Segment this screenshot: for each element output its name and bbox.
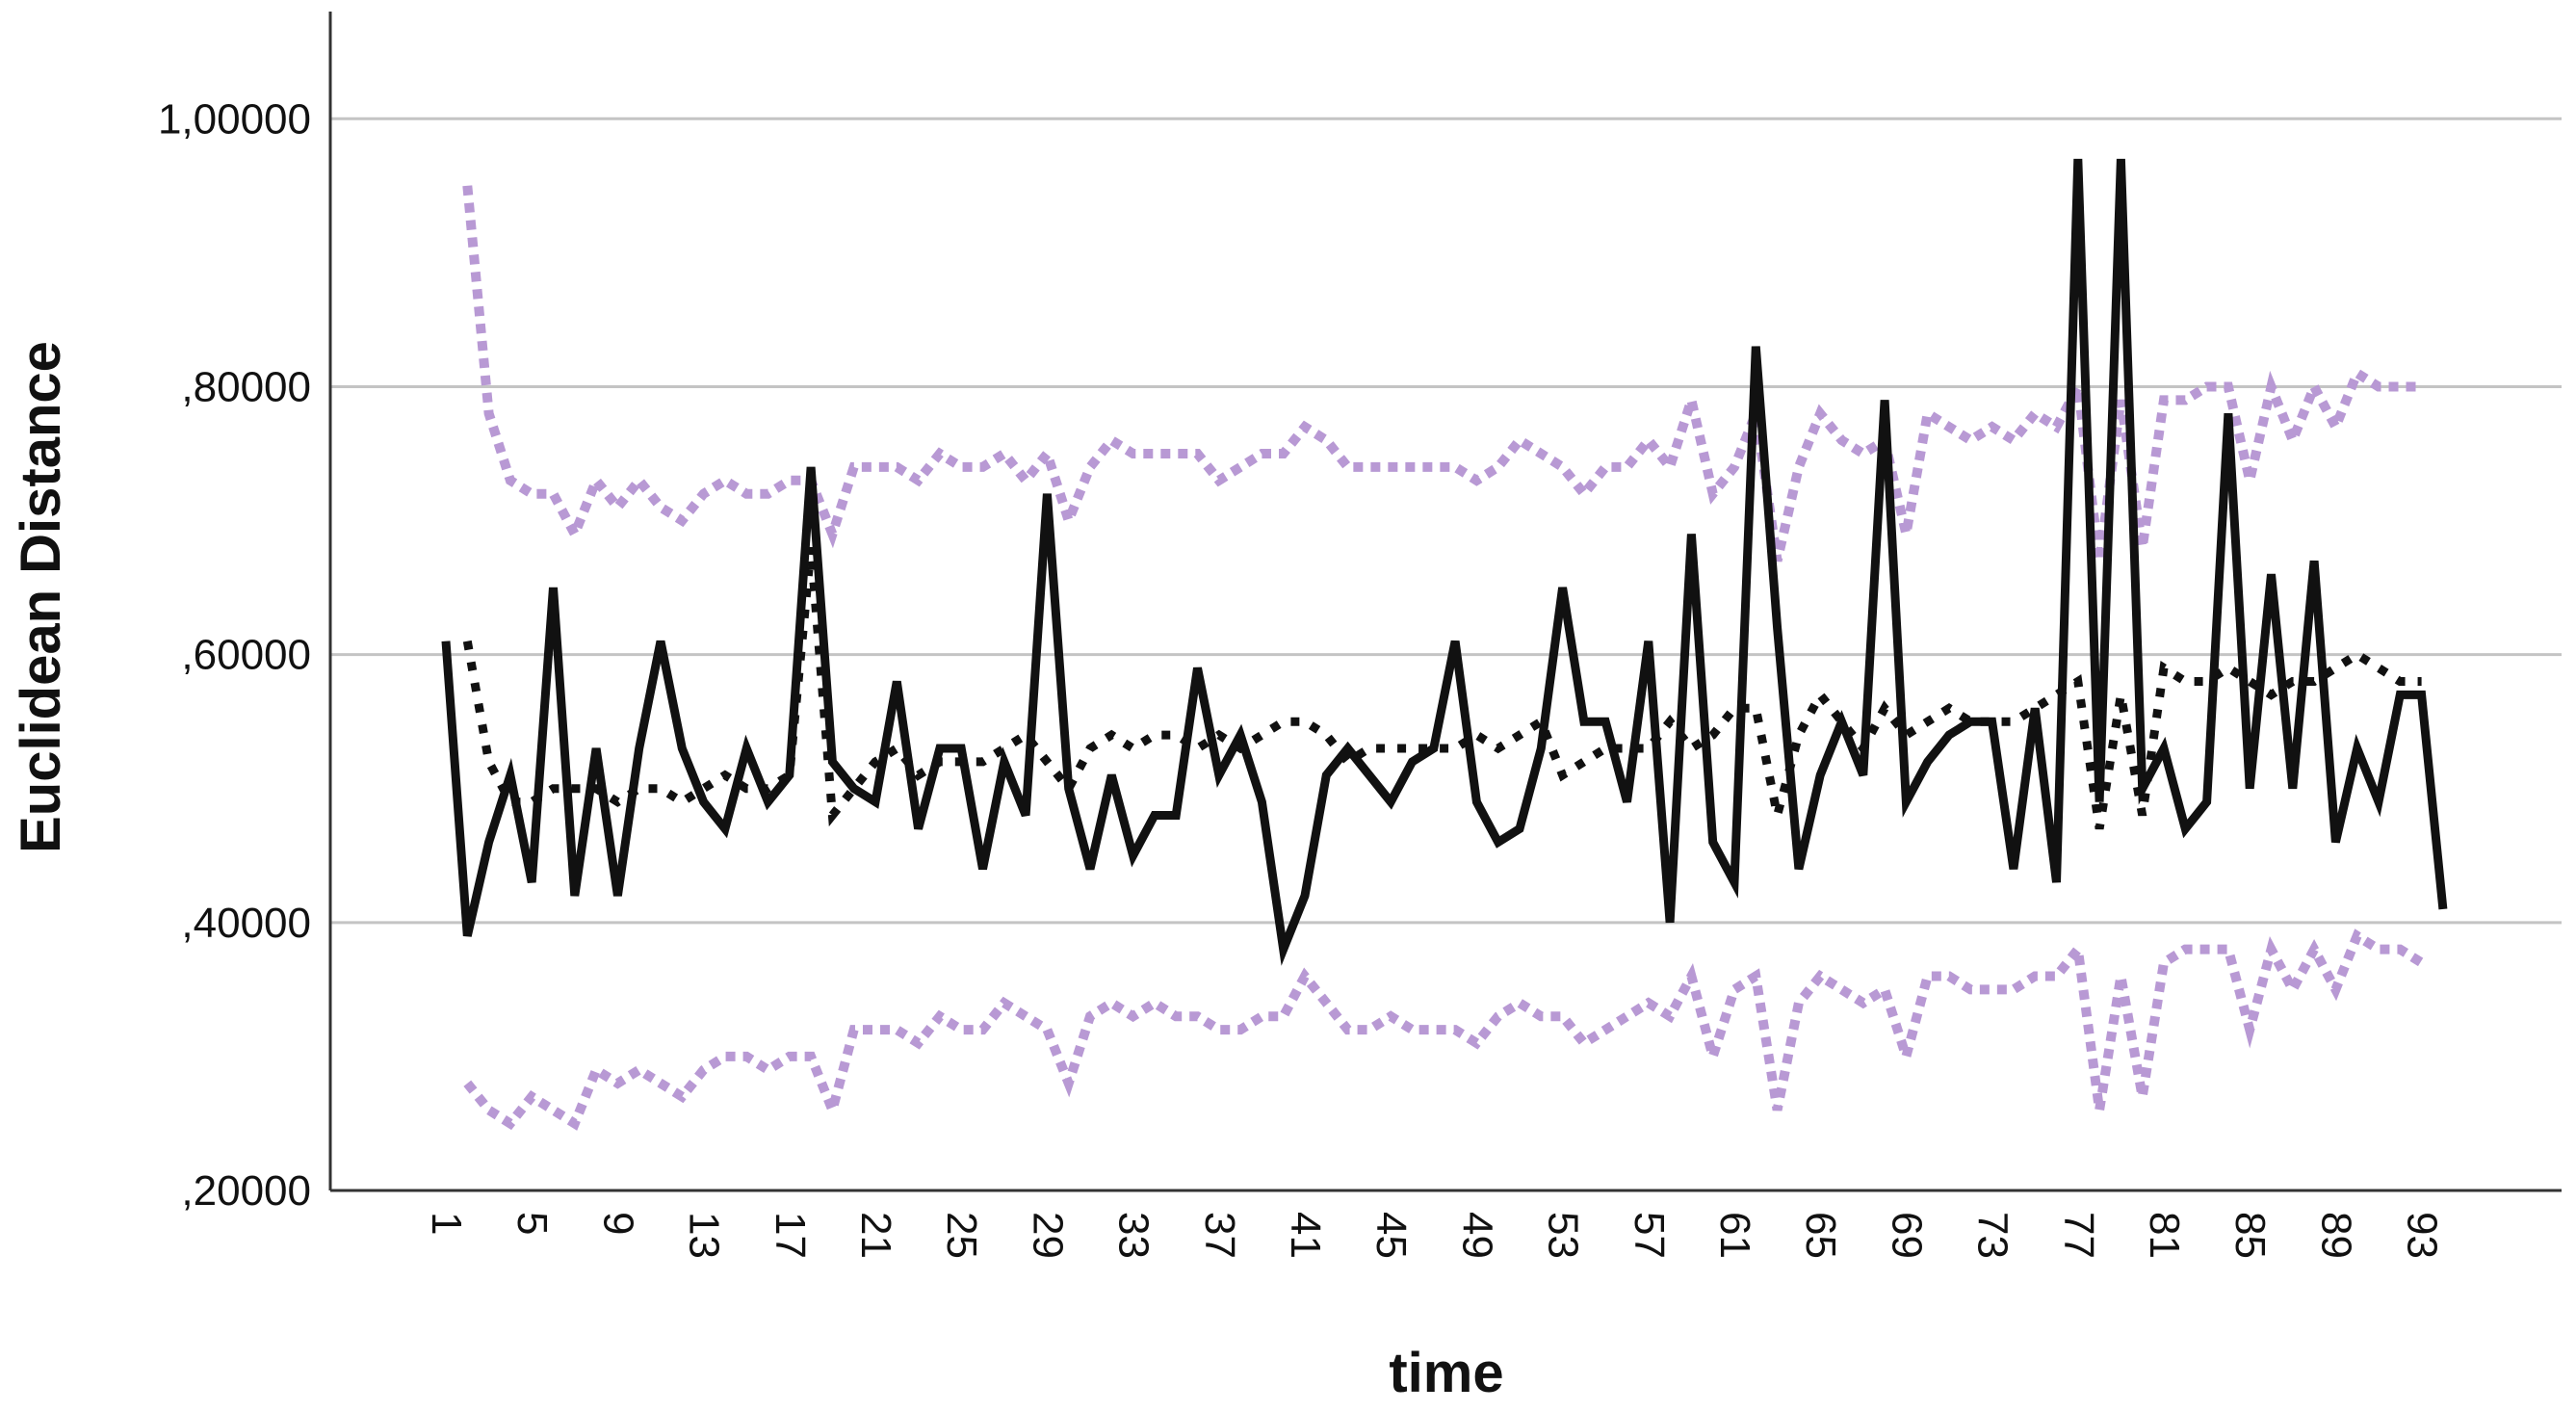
series-lines bbox=[441, 158, 2448, 1131]
series-line-lower-bound bbox=[463, 928, 2425, 1131]
x-tick-label: 45 bbox=[1367, 1212, 1415, 1259]
y-axis-title: Euclidean Distance bbox=[10, 341, 72, 853]
x-tick-label: 21 bbox=[852, 1212, 899, 1259]
x-tick-label: 93 bbox=[2399, 1212, 2446, 1259]
x-tick-label: 33 bbox=[1110, 1212, 1158, 1259]
x-tick-label: 73 bbox=[1969, 1212, 2017, 1259]
x-tick-label: 81 bbox=[2141, 1212, 2188, 1259]
x-tick-label: 49 bbox=[1453, 1212, 1500, 1259]
x-tick-label: 9 bbox=[594, 1212, 641, 1235]
x-tick-label: 17 bbox=[767, 1212, 814, 1259]
x-tick-label: 37 bbox=[1196, 1212, 1243, 1259]
y-tick-label: 1,00000 bbox=[158, 95, 311, 143]
x-tick-label: 65 bbox=[1797, 1212, 1844, 1259]
x-tick-label: 89 bbox=[2312, 1212, 2359, 1259]
series-line-upper-bound bbox=[462, 185, 2422, 562]
y-tick-label: ,20000 bbox=[181, 1167, 311, 1215]
y-tick-label: ,40000 bbox=[181, 900, 311, 947]
x-tick-label: 57 bbox=[1626, 1212, 1673, 1259]
x-tick-label: 13 bbox=[681, 1212, 728, 1259]
x-tick-label: 85 bbox=[2226, 1212, 2274, 1259]
x-axis-title: time bbox=[1389, 1342, 1503, 1404]
x-tick-label: 61 bbox=[1711, 1212, 1758, 1259]
x-tick-label: 5 bbox=[508, 1212, 556, 1235]
y-tick-labels: ,20000 ,40000 ,60000 ,80000 1,00000 bbox=[158, 95, 311, 1215]
x-tick-label: 29 bbox=[1024, 1212, 1071, 1259]
y-tick-label: ,80000 bbox=[181, 363, 311, 410]
axes bbox=[328, 12, 2562, 1192]
x-tick-label: 41 bbox=[1282, 1212, 1329, 1259]
x-tick-label: 77 bbox=[2055, 1212, 2102, 1259]
gridlines bbox=[330, 117, 2562, 925]
x-tick-label: 25 bbox=[938, 1212, 985, 1259]
x-tick-labels: 1 5 9 13 17 21 25 29 33 37 41 45 49 53 57 61 65 69 73 77 81 8… bbox=[423, 1212, 2446, 1259]
x-tick-label: 1 bbox=[423, 1212, 470, 1235]
y-tick-label: ,60000 bbox=[181, 632, 311, 679]
series-line-observed bbox=[441, 158, 2448, 966]
x-tick-label: 69 bbox=[1883, 1212, 1930, 1259]
x-tick-label: 53 bbox=[1540, 1212, 1587, 1259]
